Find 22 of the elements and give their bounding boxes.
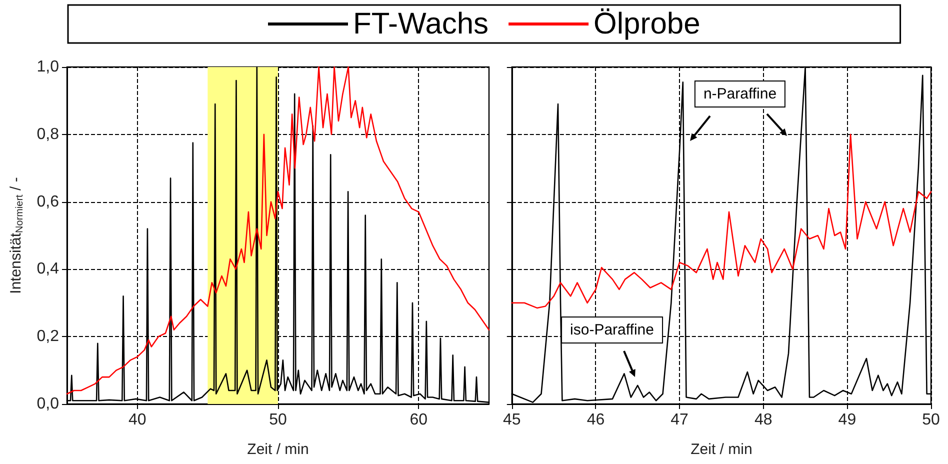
x-axis-title: Zeit / min <box>690 441 752 458</box>
legend-label: FT-Wachs <box>353 8 489 40</box>
y-axis-title: IntensitätNormiert / - <box>8 177 26 294</box>
y-tick-label: 0,2 <box>36 328 60 346</box>
x-tick-label: 40 <box>128 412 146 428</box>
x-tick-label: 49 <box>838 412 856 428</box>
x-tick-label: 50 <box>922 412 940 428</box>
y-tick-label: 0,6 <box>36 193 60 210</box>
x-tick-label: 50 <box>269 412 287 428</box>
y-tick-label: 0,0 <box>36 396 60 412</box>
annotation: iso-Paraffine <box>561 316 663 344</box>
x-tick-label: 47 <box>670 412 689 428</box>
x-tick-label: 60 <box>410 412 428 428</box>
x-tick-label: 48 <box>754 412 772 428</box>
annotation: n-Paraffine <box>694 80 786 108</box>
y-tick-label: 1,0 <box>36 58 60 76</box>
x-tick-label: 45 <box>503 412 521 428</box>
legend-label: Ölprobe <box>594 8 700 40</box>
y-tick-label: 0,8 <box>36 126 60 143</box>
x-axis-title: Zeit / min <box>247 441 309 458</box>
x-tick-label: 46 <box>586 412 605 428</box>
y-tick-label: 0,4 <box>36 260 60 278</box>
